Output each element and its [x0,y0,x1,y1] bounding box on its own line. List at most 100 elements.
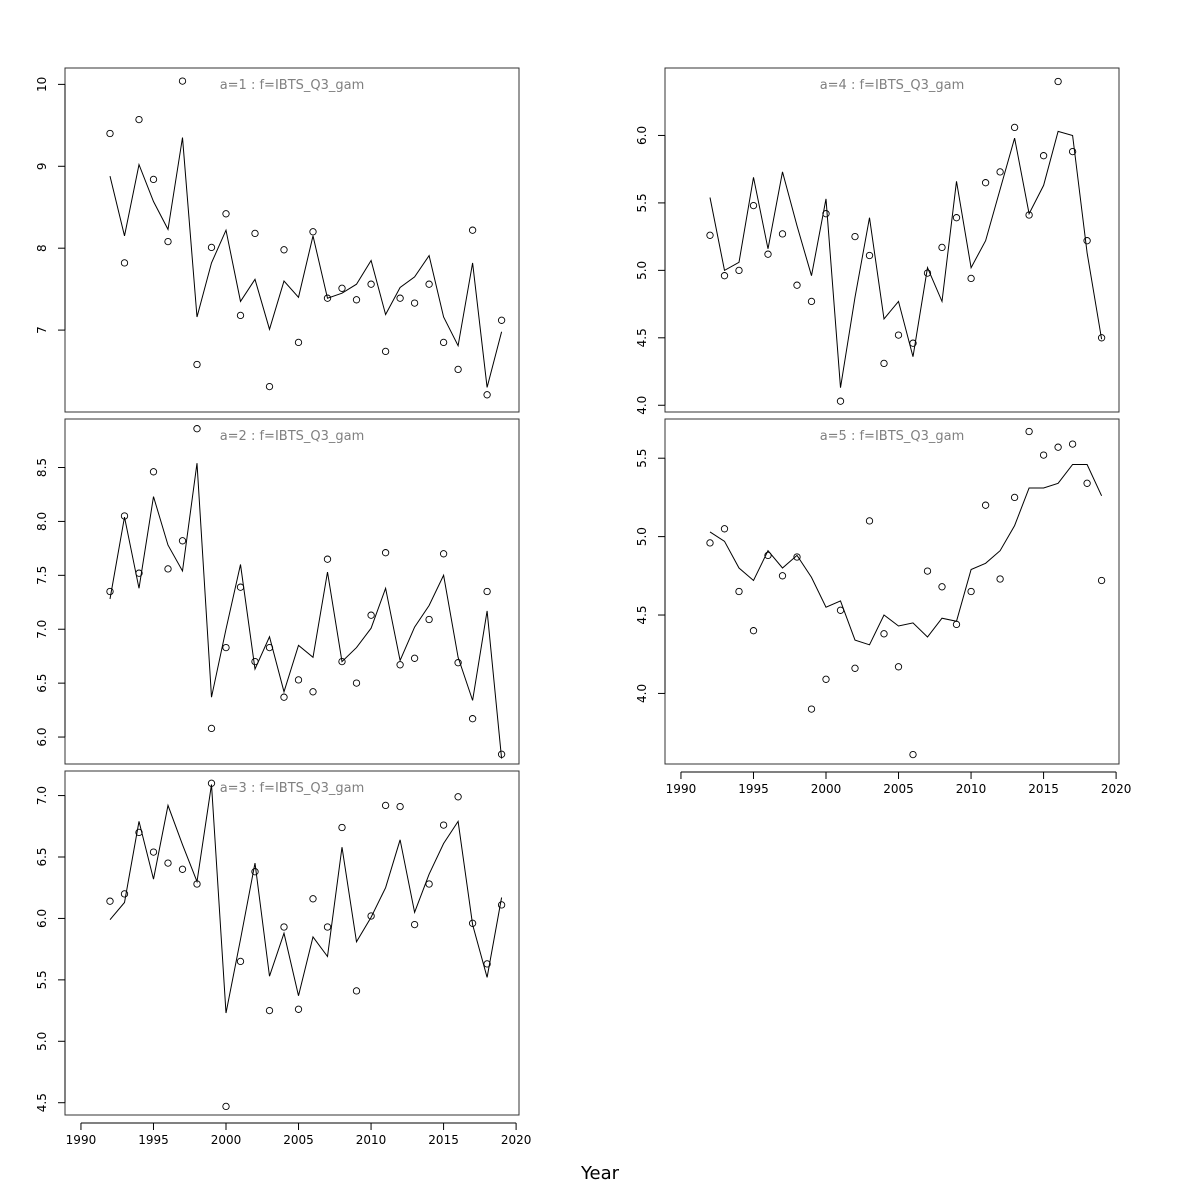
observed-point [251,657,259,666]
y-tick-label: 6.0 [35,909,49,928]
panel-title: a=2 : f=IBTS_Q3_gam [220,429,365,444]
observed-point [483,391,491,399]
observed-point [251,868,259,876]
plot-frame [64,67,520,413]
observed-point [909,750,917,759]
observed-point [410,654,419,662]
fitted-line [709,464,1103,646]
observed-point [836,397,845,405]
x-tick-label: 2005 [283,1133,314,1147]
observed-point [1010,493,1019,502]
observed-point [720,272,729,280]
observed-point [280,246,288,254]
observed-point [106,897,114,905]
y-tick-label: 5.5 [635,193,649,212]
observed-point [1068,147,1077,156]
observed-point [294,676,303,684]
panel-age-3: a=3 : f=IBTS_Q3_gam 4.5 5.0 5.5 6.0 6.5 7.0 199… [35,770,532,1147]
observed-point [807,297,816,306]
observed-point [793,553,801,561]
y-tick-label: 4.5 [635,605,649,624]
x-tick-label: 2010 [956,782,987,796]
observed-point [981,501,990,509]
observed-point [120,512,129,520]
observed-point [865,251,874,260]
observed-point [880,359,888,368]
x-axis-title: Year [580,1163,620,1184]
observed-point [706,231,714,239]
observed-point [135,569,143,577]
observed-point [822,675,830,683]
observed-point [265,382,274,391]
observed-point [483,587,491,596]
observed-point [251,229,259,238]
observed-point [222,210,230,218]
y-tick-label: 7 [35,326,49,334]
observed-point [439,550,448,558]
observed-point [923,567,932,575]
observed-point [865,517,874,525]
fitted-line [109,463,503,759]
observed-point [352,679,361,687]
observed-point [106,587,114,596]
observed-point [367,611,375,619]
observed-point [149,468,158,476]
observed-point [149,848,158,856]
observed-point [981,179,990,187]
observed-point [952,214,961,222]
x-tick-label: 1990 [66,1133,97,1147]
observed-point [952,620,961,629]
x-tick-label: 2000 [811,782,842,796]
observed-point [938,583,946,591]
observed-point [367,912,375,920]
panel-age-1: a=1 : f=IBTS_Q3_gam 7 8 9 10 [35,67,520,413]
y-tick-label: 4.5 [635,328,649,347]
observed-point [793,281,801,289]
observed-point [749,201,758,210]
y-tick-label: 5.0 [35,1032,49,1051]
x-tick-label: 2010 [356,1133,387,1147]
observed-point [294,338,303,347]
observed-point [1025,211,1033,219]
observed-point [120,890,129,898]
observed-point [367,280,375,288]
observed-point [439,338,448,347]
observed-point [222,643,230,652]
observed-point [497,901,506,909]
observed-point [836,606,845,614]
y-tick-label: 5.5 [635,449,649,468]
x-tick-label: 2000 [211,1133,242,1147]
observed-point [1083,479,1091,487]
x-tick-label: 2015 [428,1133,459,1147]
y-tick-label: 7.0 [35,620,49,639]
observed-point [236,583,245,591]
observed-point [923,269,932,277]
observed-point [735,266,743,275]
observed-point [120,259,129,267]
observed-point [497,750,506,758]
observed-point [280,693,288,701]
plot-frame [64,770,520,1116]
observed-point [106,129,114,138]
observed-point [193,425,201,433]
observed-point [720,525,729,533]
observed-point [135,115,143,124]
observed-point [265,1006,274,1015]
observed-point [1010,123,1019,132]
observed-point [178,537,187,545]
y-tick-label: 6.5 [35,847,49,866]
observed-point [497,316,506,324]
observed-point [265,643,274,652]
observed-point [735,587,743,596]
observed-point [1025,427,1033,436]
y-tick-label: 4.5 [35,1093,49,1112]
observed-point [164,237,172,246]
observed-point [236,957,245,966]
x-tick-label: 2020 [501,1133,532,1147]
plot-frame [664,67,1120,413]
observed-point [468,715,477,723]
observed-point [1083,237,1091,245]
observed-point [396,802,404,811]
observed-point [851,232,859,241]
